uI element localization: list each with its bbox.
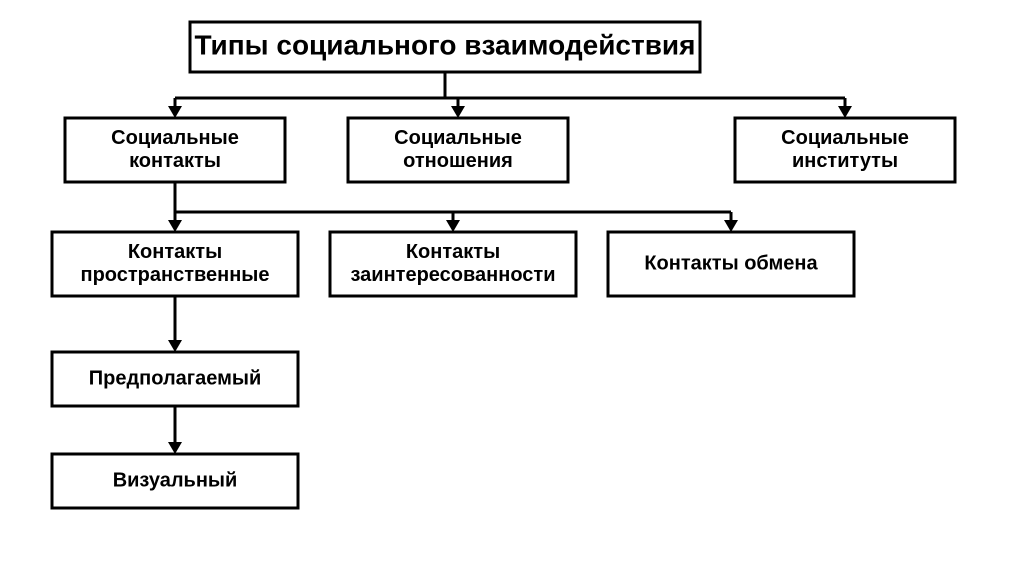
node-label: Социальные — [781, 127, 909, 149]
node-label: отношения — [403, 150, 513, 172]
node-label: Контакты — [406, 241, 500, 263]
edge-n1a — [168, 296, 182, 352]
diagram-canvas: Типы социального взаимодействия Социальны… — [0, 0, 1024, 576]
node-label: пространственные — [80, 264, 269, 286]
node-n1: Социальныеконтакты — [65, 118, 285, 182]
node-label: Социальные — [394, 127, 522, 149]
edge-n1a1 — [168, 406, 182, 454]
nodes-group: Типы социального взаимодействия Социальны… — [52, 22, 955, 508]
node-label: контакты — [129, 150, 221, 172]
edge-root — [168, 72, 852, 118]
node-n1c: Контакты обмена — [608, 232, 854, 296]
node-n1b: Контактызаинтересованности — [330, 232, 576, 296]
node-root: Типы социального взаимодействия — [190, 22, 700, 72]
node-label: Предполагаемый — [89, 367, 262, 389]
node-n1a2: Визуальный — [52, 454, 298, 508]
node-label: Визуальный — [113, 469, 238, 491]
node-label: институты — [792, 150, 898, 172]
node-label: Контакты обмена — [644, 252, 818, 274]
node-label: Социальные — [111, 127, 239, 149]
node-label: Контакты — [128, 241, 222, 263]
node-n1a: Контактыпространственные — [52, 232, 298, 296]
edge-n1 — [168, 182, 738, 232]
node-label: Типы социального взаимодействия — [195, 29, 696, 60]
node-n3: Социальныеинституты — [735, 118, 955, 182]
node-label: заинтересованности — [351, 264, 556, 286]
node-n2: Социальныеотношения — [348, 118, 568, 182]
node-n1a1: Предполагаемый — [52, 352, 298, 406]
